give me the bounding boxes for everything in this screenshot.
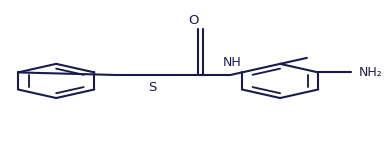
Text: NH₂: NH₂ bbox=[359, 66, 383, 79]
Text: S: S bbox=[148, 81, 156, 94]
Text: NH: NH bbox=[223, 56, 242, 69]
Text: O: O bbox=[188, 14, 198, 27]
